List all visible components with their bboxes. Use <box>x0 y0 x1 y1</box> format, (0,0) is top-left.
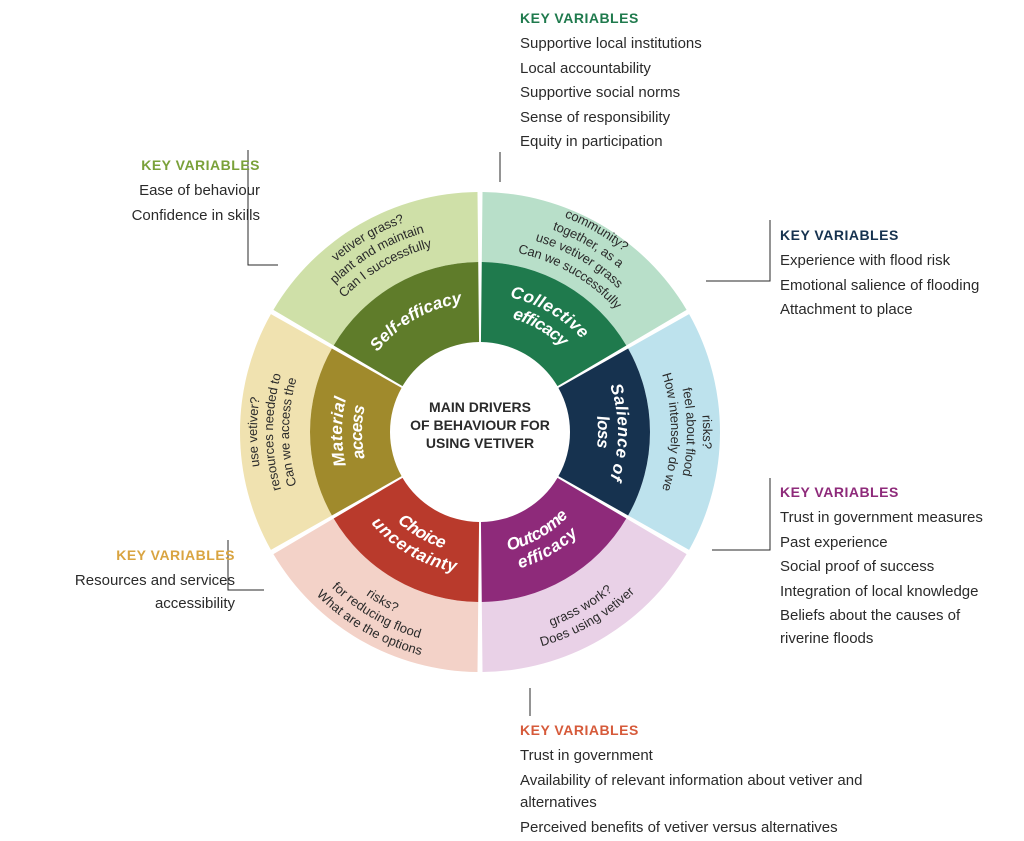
key-variable-item: Local accountability <box>520 58 820 81</box>
key-variable-item: Ease of behaviour <box>70 180 260 203</box>
key-variables-outcome: KEY VARIABLES Trust in government measure… <box>780 482 1000 652</box>
key-variable-item: Social proof of success <box>780 556 1000 579</box>
key-variables-list: Supportive local institutionsLocal accou… <box>520 33 820 154</box>
key-variable-item: Trust in government <box>520 745 900 768</box>
key-variables-material: KEY VARIABLES Resources and services acce… <box>20 545 235 617</box>
key-variable-item: Sense of responsibility <box>520 107 820 130</box>
key-variable-item: Emotional salience of flooding <box>780 275 1000 298</box>
key-variables-list: Ease of behaviourConfidence in skills <box>70 180 260 227</box>
key-variables-collective: KEY VARIABLES Supportive local institutio… <box>520 8 820 156</box>
key-variable-item: Past experience <box>780 532 1000 555</box>
key-variable-item: Supportive local institutions <box>520 33 820 56</box>
key-variables-title: KEY VARIABLES <box>70 155 260 176</box>
key-variable-item: Trust in government measures <box>780 507 1000 530</box>
key-variable-item: Integration of local knowledge <box>780 581 1000 604</box>
outer-question-salience: risks? <box>699 414 715 449</box>
key-variables-list: Experience with flood riskEmotional sali… <box>780 250 1000 322</box>
key-variable-item: Availability of relevant information abo… <box>520 770 900 815</box>
key-variable-item: Supportive social norms <box>520 82 820 105</box>
key-variable-item: Attachment to place <box>780 299 1000 322</box>
key-variable-item: Equity in participation <box>520 131 820 154</box>
key-variable-item: Confidence in skills <box>70 205 260 228</box>
driver-wheel-diagram: CollectiveefficacyCan we successfullyuse… <box>0 0 1024 841</box>
key-variable-item: Resources and services accessibility <box>20 570 235 615</box>
inner-label-salience: loss <box>593 415 613 450</box>
key-variables-choice: KEY VARIABLES Trust in governmentAvailabi… <box>520 720 900 841</box>
key-variables-title: KEY VARIABLES <box>780 225 1000 246</box>
key-variables-self: KEY VARIABLES Ease of behaviourConfidence… <box>70 155 260 229</box>
leader-line-outcome <box>712 478 770 550</box>
key-variables-title: KEY VARIABLES <box>20 545 235 566</box>
center-label: MAIN DRIVERSOF BEHAVIOUR FORUSING VETIVE… <box>410 399 550 451</box>
key-variables-list: Trust in government measuresPast experie… <box>780 507 1000 650</box>
outer-question-material: use vetiver? <box>245 396 263 468</box>
key-variables-list: Resources and services accessibility <box>20 570 235 615</box>
leader-line-salience <box>706 220 770 281</box>
key-variables-title: KEY VARIABLES <box>520 8 820 29</box>
key-variables-title: KEY VARIABLES <box>780 482 1000 503</box>
key-variables-salience: KEY VARIABLES Experience with flood riskE… <box>780 225 1000 324</box>
key-variables-list: Trust in governmentAvailability of relev… <box>520 745 900 839</box>
key-variable-item: Experience with flood risk <box>780 250 1000 273</box>
key-variables-title: KEY VARIABLES <box>520 720 900 741</box>
key-variable-item: Beliefs about the causes of riverine flo… <box>780 605 1000 650</box>
key-variable-item: Perceived benefits of vetiver versus alt… <box>520 817 900 840</box>
